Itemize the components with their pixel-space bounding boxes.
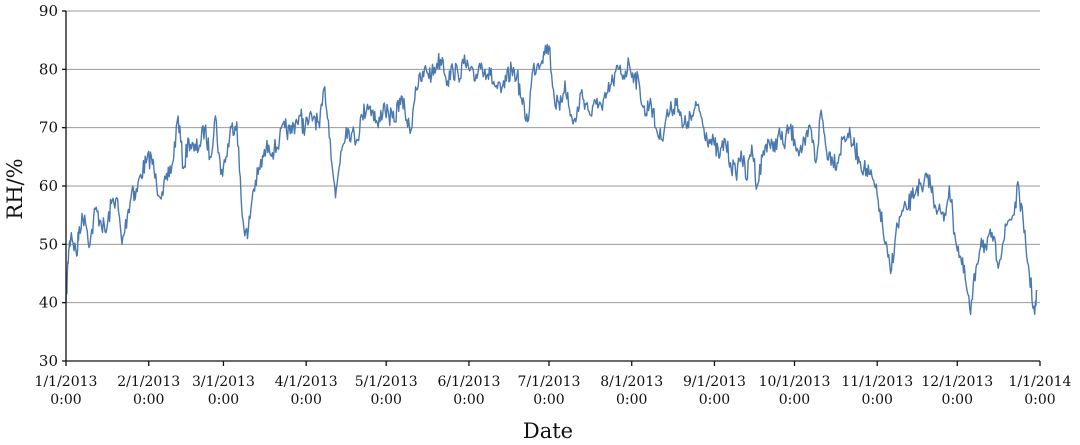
x-tick-labels: 1/1/2013 0:002/1/2013 0:003/1/2013 0:004/1/… <box>35 374 1072 408</box>
y-tick-label: 40 <box>39 294 58 312</box>
x-tick-label: 9/1/2013 0:00 <box>683 374 746 408</box>
x-tick-date: 6/1/2013 <box>437 374 500 390</box>
x-tick-time: 0:00 <box>779 392 810 408</box>
y-axis-title: RH/% <box>3 158 27 219</box>
x-tick-date: 9/1/2013 <box>683 374 746 390</box>
x-tick-time: 0:00 <box>133 392 164 408</box>
x-tick-time: 0:00 <box>50 392 81 408</box>
series-layer <box>65 43 1038 315</box>
x-tick-label: 2/1/2013 0:00 <box>117 374 180 408</box>
x-tick-time: 0:00 <box>942 392 973 408</box>
y-tick-label: 30 <box>39 352 58 370</box>
x-tick-time: 0:00 <box>1024 392 1055 408</box>
y-tick-label: 70 <box>39 119 58 137</box>
x-tick-time: 0:00 <box>861 392 892 408</box>
axes <box>62 10 1041 366</box>
x-tick-date: 4/1/2013 <box>275 374 338 390</box>
y-tick-label: 50 <box>39 235 58 253</box>
x-tick-label: 1/1/2014 0:00 <box>1009 374 1072 408</box>
x-tick-time: 0:00 <box>208 392 239 408</box>
x-tick-date: 12/1/2013 <box>921 374 993 390</box>
x-tick-date: 1/1/2014 <box>1009 374 1072 390</box>
x-tick-date: 8/1/2013 <box>600 374 663 390</box>
x-tick-label: 5/1/2013 0:00 <box>355 374 418 408</box>
x-tick-time: 0:00 <box>699 392 730 408</box>
x-tick-label: 11/1/2013 0:00 <box>841 374 913 408</box>
x-tick-date: 2/1/2013 <box>117 374 180 390</box>
x-tick-label: 3/1/2013 0:00 <box>192 374 255 408</box>
x-tick-date: 1/1/2013 <box>35 374 98 390</box>
rh-series-line <box>65 43 1038 315</box>
x-tick-time: 0:00 <box>370 392 401 408</box>
x-tick-time: 0:00 <box>616 392 647 408</box>
x-tick-label: 12/1/2013 0:00 <box>921 374 993 408</box>
x-tick-label: 10/1/2013 0:00 <box>759 374 831 408</box>
x-tick-date: 7/1/2013 <box>518 374 581 390</box>
x-tick-label: 4/1/2013 0:00 <box>275 374 338 408</box>
y-tick-label: 80 <box>39 60 58 78</box>
x-tick-label: 6/1/2013 0:00 <box>437 374 500 408</box>
x-tick-time: 0:00 <box>533 392 564 408</box>
x-tick-label: 8/1/2013 0:00 <box>600 374 663 408</box>
grid-lines <box>66 10 1040 304</box>
y-tick-label: 60 <box>39 177 58 195</box>
x-tick-time: 0:00 <box>290 392 321 408</box>
x-tick-date: 3/1/2013 <box>192 374 255 390</box>
x-tick-time: 0:00 <box>453 392 484 408</box>
x-tick-label: 7/1/2013 0:00 <box>518 374 581 408</box>
x-tick-label: 1/1/2013 0:00 <box>35 374 98 408</box>
x-axis-title: Date <box>523 419 573 443</box>
y-tick-label: 90 <box>39 2 58 20</box>
x-tick-date: 10/1/2013 <box>759 374 831 390</box>
x-tick-date: 5/1/2013 <box>355 374 418 390</box>
x-tick-date: 11/1/2013 <box>841 374 913 390</box>
y-tick-labels: 30 40 50 60 70 80 90 <box>39 2 58 370</box>
